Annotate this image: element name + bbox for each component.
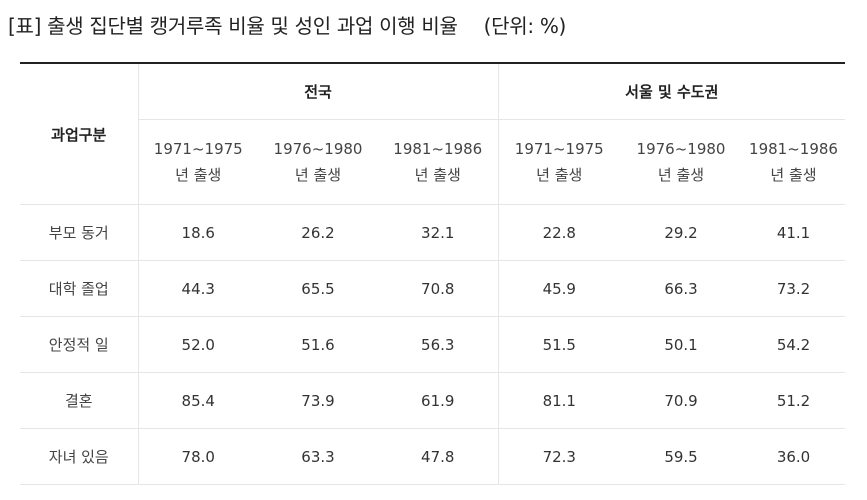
table-cell: 73.2	[742, 260, 846, 317]
table-cell: 44.3	[138, 260, 258, 317]
table-cell: 36.0	[742, 428, 846, 485]
table-cell: 81.1	[498, 372, 621, 429]
table-cell: 65.5	[258, 260, 378, 317]
data-table: 과업구분 전국 서울 및 수도권 1971~1975 년 출생 1976~1980…	[20, 62, 846, 485]
table-row: 안정적 일 52.0 51.6 56.3 51.5 50.1 54.2	[20, 316, 846, 373]
row-label: 안정적 일	[20, 316, 139, 373]
table-cell: 22.8	[498, 204, 621, 261]
period-header: 1976~1980 년 출생	[620, 119, 743, 205]
table-cell: 66.3	[620, 260, 743, 317]
row-label: 결혼	[20, 372, 139, 429]
table-row: 자녀 있음 78.0 63.3 47.8 72.3 59.5 36.0	[20, 428, 846, 485]
table-row: 부모 동거 18.6 26.2 32.1 22.8 29.2 41.1	[20, 204, 846, 261]
table-cell: 73.9	[258, 372, 378, 429]
table-cell: 56.3	[378, 316, 499, 373]
table-cell: 26.2	[258, 204, 378, 261]
table-cell: 29.2	[620, 204, 743, 261]
table-cell: 72.3	[498, 428, 621, 485]
table-cell: 41.1	[742, 204, 846, 261]
row-label: 자녀 있음	[20, 428, 139, 485]
table-cell: 52.0	[138, 316, 258, 373]
corner-header: 과업구분	[20, 62, 139, 205]
table-row: 대학 졸업 44.3 65.5 70.8 45.9 66.3 73.2	[20, 260, 846, 317]
period-header: 1971~1975 년 출생	[498, 119, 621, 205]
table-cell: 54.2	[742, 316, 846, 373]
table-row: 결혼 85.4 73.9 61.9 81.1 70.9 51.2	[20, 372, 846, 429]
table-cell: 51.5	[498, 316, 621, 373]
table-cell: 63.3	[258, 428, 378, 485]
row-label: 대학 졸업	[20, 260, 139, 317]
table-cell: 50.1	[620, 316, 743, 373]
table-cell: 78.0	[138, 428, 258, 485]
table-cell: 51.2	[742, 372, 846, 429]
group-header-row: 과업구분 전국 서울 및 수도권	[20, 62, 846, 205]
table-cell: 70.8	[378, 260, 499, 317]
period-header: 1981~1986 년 출생	[378, 119, 499, 205]
table-title: [표] 출생 집단별 캥거루족 비율 및 성인 과업 이행 비율	[8, 14, 458, 38]
table-cell: 18.6	[138, 204, 258, 261]
table-cell: 51.6	[258, 316, 378, 373]
table-cell: 85.4	[138, 372, 258, 429]
table-cell: 47.8	[378, 428, 499, 485]
period-header-row: 1971~1975 년 출생 1976~1980 년 출생 1981~1986 년 출…	[20, 119, 846, 205]
table-cell: 70.9	[620, 372, 743, 429]
table-cell: 45.9	[498, 260, 621, 317]
table-caption: [표] 출생 집단별 캥거루족 비율 및 성인 과업 이행 비율 (단위: %)	[8, 10, 566, 39]
table-cell: 32.1	[378, 204, 499, 261]
unit-label: (단위: %)	[483, 14, 567, 38]
row-label: 부모 동거	[20, 204, 139, 261]
period-header: 1981~1986 년 출생	[742, 119, 846, 205]
table-cell: 59.5	[620, 428, 743, 485]
group-header-seoul-metro: 서울 및 수도권	[498, 62, 846, 120]
group-header-national: 전국	[138, 62, 499, 120]
table-cell: 61.9	[378, 372, 499, 429]
period-header: 1971~1975 년 출생	[138, 119, 258, 205]
period-header: 1976~1980 년 출생	[258, 119, 378, 205]
